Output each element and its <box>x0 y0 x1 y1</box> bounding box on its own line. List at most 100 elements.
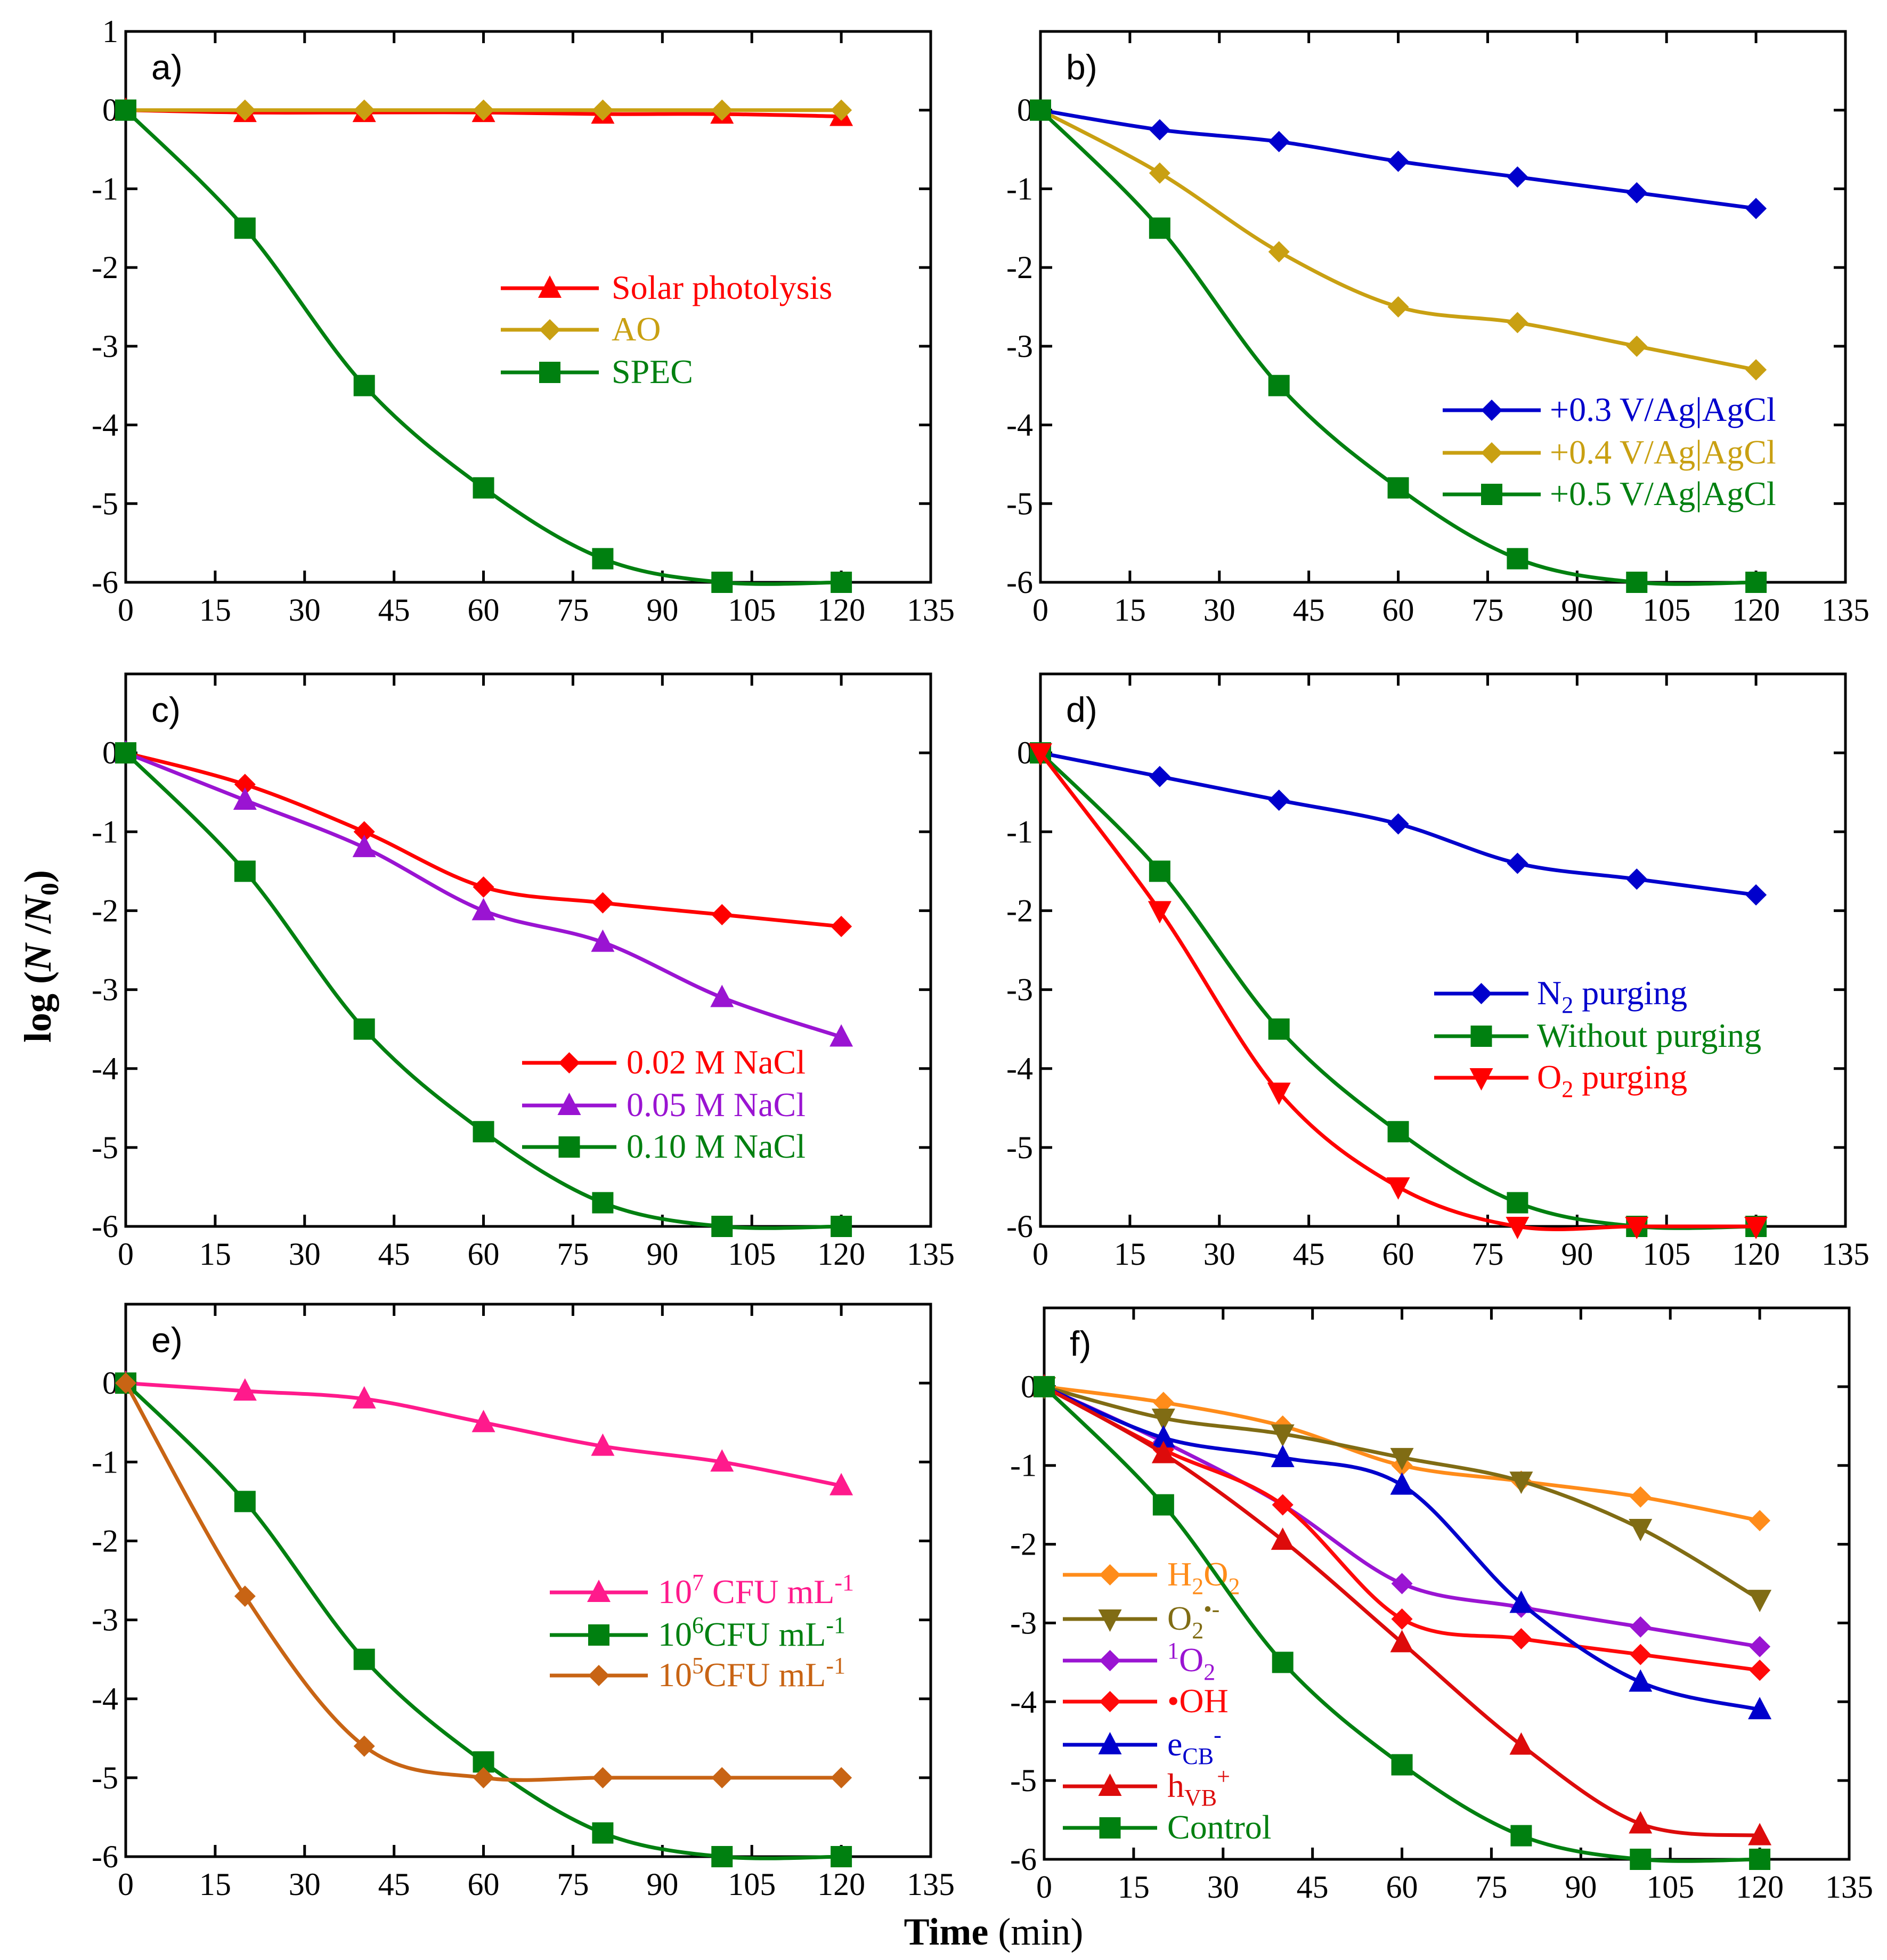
x-tick-label: 135 <box>1825 1869 1873 1905</box>
data-point <box>1509 1732 1533 1755</box>
x-tick-label: 90 <box>1565 1869 1597 1905</box>
data-point <box>234 860 256 882</box>
data-point <box>1271 1444 1295 1467</box>
series-Control <box>1034 1376 1771 1870</box>
x-tick-label: 15 <box>1114 1237 1146 1272</box>
legend-item: 107 CFU mL-1 <box>550 1569 854 1611</box>
legend-item: SPEC <box>501 353 693 391</box>
y-tick-label: -1 <box>92 1444 118 1479</box>
data-point <box>1149 860 1170 882</box>
x-tick-label: 120 <box>1736 1869 1784 1905</box>
data-point <box>234 774 256 795</box>
x-tick-label: 90 <box>646 1237 678 1272</box>
plot-frame <box>1039 672 1847 1228</box>
legend-item: hVB+ <box>1063 1763 1230 1811</box>
series-10^5 CFU mL^-1 <box>115 1372 852 1788</box>
y-tick-label: -4 <box>92 408 118 443</box>
data-point <box>1744 1217 1768 1239</box>
legend-label: 0.02 M NaCl <box>627 1043 806 1081</box>
legend-item: 106CFU mL-1 <box>550 1612 845 1653</box>
data-point <box>1626 335 1648 357</box>
y-tick-label: -2 <box>92 250 118 285</box>
x-tick-label: 120 <box>817 592 865 628</box>
x-tick-label: 0 <box>118 1867 134 1902</box>
panel-d: 0 15 30 45 60 75 90 105 120 1350-1-2-3-4-5-6d)N2 … <box>1006 672 1869 1272</box>
data-point <box>1387 296 1409 318</box>
data-point <box>473 477 494 499</box>
x-tick-label: 30 <box>1203 592 1235 628</box>
data-point <box>592 99 614 121</box>
data-point <box>473 876 494 898</box>
data-point <box>1748 1590 1772 1613</box>
x-tick-label: 15 <box>1114 592 1146 628</box>
x-tick-label: 75 <box>557 592 589 628</box>
legend-marker <box>557 1093 581 1115</box>
series-+0.3 V/Ag|AgCl <box>1030 99 1767 219</box>
x-tick-label: 105 <box>728 592 776 628</box>
data-point <box>1391 1608 1413 1630</box>
series-10^7 CFU mL^-1 <box>114 1370 853 1495</box>
series-O2 purging <box>1029 743 1768 1239</box>
legend-marker <box>588 1665 609 1686</box>
y-tick-label: -1 <box>1006 171 1033 206</box>
y-tick-label: -2 <box>1010 1527 1037 1562</box>
data-point <box>831 1216 852 1237</box>
legend-label: +0.5 V/Ag|AgCl <box>1550 475 1776 513</box>
legend-marker <box>1481 442 1502 463</box>
legend-label: eCB- <box>1167 1722 1222 1769</box>
plot-frame <box>124 672 932 1228</box>
data-point <box>1271 1527 1295 1550</box>
series-+0.5 V/Ag|AgCl <box>1030 99 1767 593</box>
x-tick-label: 30 <box>289 1867 321 1902</box>
series-line <box>1039 108 1756 372</box>
data-point <box>1745 884 1767 906</box>
x-tick-label: 135 <box>1821 1237 1869 1272</box>
data-point <box>1034 1376 1055 1397</box>
legend-marker <box>1098 1609 1122 1632</box>
data-point <box>115 99 136 121</box>
data-point <box>1390 1630 1414 1653</box>
x-tick-label: 120 <box>1732 592 1780 628</box>
legend-label: 0.10 M NaCl <box>627 1127 806 1165</box>
data-point <box>1271 1424 1295 1447</box>
legend-label: 1O2 <box>1167 1638 1215 1685</box>
x-tick-label: 75 <box>1471 1237 1503 1272</box>
data-point <box>352 834 376 857</box>
data-point <box>1149 162 1170 184</box>
data-point <box>1149 766 1170 787</box>
legend-label: 0.05 M NaCl <box>627 1086 806 1124</box>
x-tick-label: 120 <box>817 1237 865 1272</box>
data-point <box>831 1767 852 1788</box>
plot-frame <box>1039 30 1847 584</box>
legend-label: •OH <box>1167 1682 1229 1720</box>
panel-label: b) <box>1066 47 1097 87</box>
legend-item: AO <box>501 310 661 348</box>
data-point <box>1749 1510 1771 1532</box>
series-line <box>125 1381 842 1488</box>
x-tick-label: 75 <box>1475 1869 1507 1905</box>
data-point <box>353 1018 375 1040</box>
y-tick-label: -4 <box>1006 408 1033 443</box>
x-tick-label: 45 <box>378 1867 410 1902</box>
legend-label: N2 purging <box>1537 974 1687 1018</box>
x-tick-label: 105 <box>1642 592 1690 628</box>
x-tick-label: 15 <box>1118 1869 1150 1905</box>
legend-label: 105CFU mL-1 <box>658 1653 845 1694</box>
x-tick-label: 0 <box>1032 592 1048 628</box>
data-point <box>1268 131 1290 152</box>
legend-item: 0.02 M NaCl <box>522 1043 806 1081</box>
x-tick-label: 0 <box>1036 1869 1052 1905</box>
data-point <box>1387 813 1409 835</box>
legend-item: O2•- <box>1063 1596 1219 1644</box>
data-point <box>1268 241 1290 263</box>
data-point <box>1268 1018 1290 1040</box>
legend-item: +0.5 V/Ag|AgCl <box>1443 475 1776 513</box>
legend-item: Without purging <box>1434 1016 1761 1054</box>
x-tick-label: 45 <box>378 1237 410 1272</box>
series-0.02 M NaCl <box>115 742 852 938</box>
y-tick-label: -6 <box>92 1209 118 1244</box>
data-point <box>473 99 494 121</box>
data-point <box>471 1410 495 1433</box>
legend-item: Solar photolysis <box>501 269 832 306</box>
